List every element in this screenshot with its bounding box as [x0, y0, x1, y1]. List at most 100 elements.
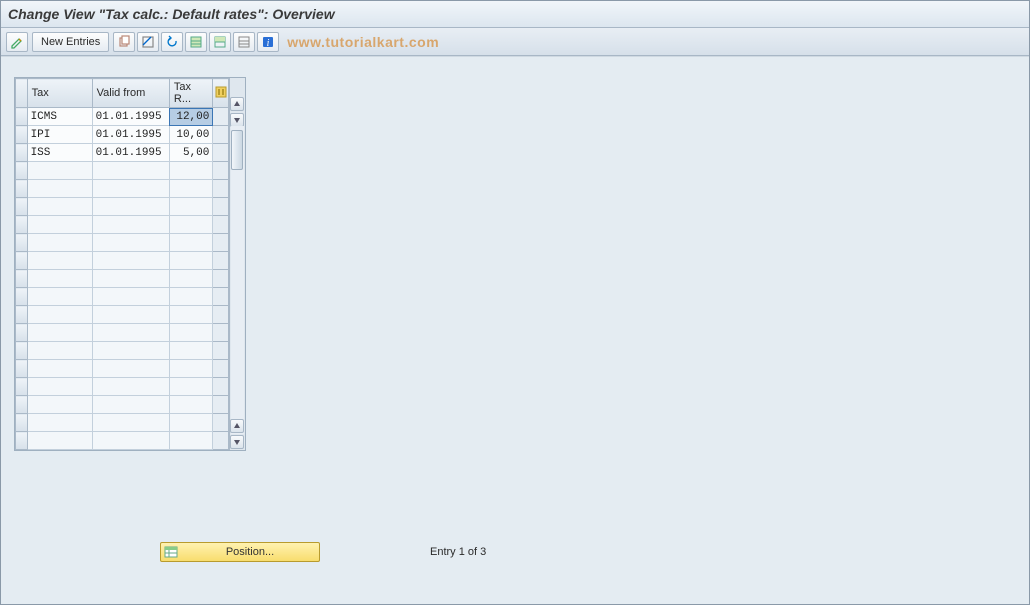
row-selector[interactable] — [16, 378, 28, 396]
table-row-empty[interactable] — [16, 432, 229, 450]
table-row[interactable]: ICMS01.01.199512,00 — [16, 108, 229, 126]
cell-empty[interactable] — [92, 162, 169, 180]
table-row-empty[interactable] — [16, 306, 229, 324]
table-row-empty[interactable] — [16, 270, 229, 288]
row-selector[interactable] — [16, 360, 28, 378]
cell-empty[interactable] — [27, 270, 92, 288]
new-entries-button[interactable]: New Entries — [32, 32, 109, 52]
cell-empty[interactable] — [27, 324, 92, 342]
cell-empty[interactable] — [92, 396, 169, 414]
table-row-empty[interactable] — [16, 324, 229, 342]
cell-empty[interactable] — [169, 432, 212, 450]
cell-empty[interactable] — [92, 216, 169, 234]
cell-empty[interactable] — [169, 252, 212, 270]
cell-empty[interactable] — [92, 198, 169, 216]
cell-valid-from[interactable]: 01.01.1995 — [92, 108, 169, 126]
cell-empty[interactable] — [92, 306, 169, 324]
table-row-empty[interactable] — [16, 414, 229, 432]
row-selector[interactable] — [16, 432, 28, 450]
table-row-empty[interactable] — [16, 360, 229, 378]
scroll-up-bottom-icon[interactable] — [230, 419, 244, 433]
row-selector[interactable] — [16, 198, 28, 216]
row-selector[interactable] — [16, 324, 28, 342]
cell-empty[interactable] — [27, 288, 92, 306]
deselect-all-icon[interactable] — [233, 32, 255, 52]
cell-empty[interactable] — [169, 180, 212, 198]
row-selector[interactable] — [16, 126, 28, 144]
cell-empty[interactable] — [27, 414, 92, 432]
cell-empty[interactable] — [27, 378, 92, 396]
cell-tax[interactable]: ICMS — [27, 108, 92, 126]
row-selector[interactable] — [16, 306, 28, 324]
table-row-empty[interactable] — [16, 216, 229, 234]
cell-empty[interactable] — [27, 306, 92, 324]
cell-empty[interactable] — [27, 216, 92, 234]
table-row-empty[interactable] — [16, 288, 229, 306]
row-selector[interactable] — [16, 180, 28, 198]
cell-empty[interactable] — [92, 432, 169, 450]
cell-empty[interactable] — [169, 234, 212, 252]
cell-empty[interactable] — [169, 360, 212, 378]
row-selector[interactable] — [16, 162, 28, 180]
table-row-empty[interactable] — [16, 162, 229, 180]
select-all-icon[interactable] — [185, 32, 207, 52]
cell-tax-rate[interactable]: 5,00 — [169, 144, 212, 162]
row-selector[interactable] — [16, 234, 28, 252]
cell-empty[interactable] — [27, 342, 92, 360]
row-selector[interactable] — [16, 108, 28, 126]
cell-tax-rate[interactable]: 10,00 — [169, 126, 212, 144]
table-row-empty[interactable] — [16, 342, 229, 360]
cell-valid-from[interactable]: 01.01.1995 — [92, 126, 169, 144]
cell-empty[interactable] — [27, 234, 92, 252]
column-header-tax-rate[interactable]: Tax R... — [169, 79, 212, 108]
table-row-empty[interactable] — [16, 252, 229, 270]
scroll-down-icon[interactable] — [230, 435, 244, 449]
row-selector[interactable] — [16, 252, 28, 270]
cell-empty[interactable] — [27, 252, 92, 270]
position-button[interactable]: Position... — [160, 542, 320, 562]
table-row-empty[interactable] — [16, 378, 229, 396]
cell-empty[interactable] — [92, 324, 169, 342]
row-selector[interactable] — [16, 414, 28, 432]
row-selector-header[interactable] — [16, 79, 28, 108]
cell-empty[interactable] — [92, 234, 169, 252]
cell-valid-from[interactable]: 01.01.1995 — [92, 144, 169, 162]
column-header-tax[interactable]: Tax — [27, 79, 92, 108]
cell-empty[interactable] — [27, 198, 92, 216]
cell-empty[interactable] — [27, 432, 92, 450]
cell-empty[interactable] — [169, 306, 212, 324]
row-selector[interactable] — [16, 288, 28, 306]
table-row-empty[interactable] — [16, 234, 229, 252]
cell-empty[interactable] — [92, 252, 169, 270]
row-selector[interactable] — [16, 270, 28, 288]
table-row[interactable]: ISS01.01.19955,00 — [16, 144, 229, 162]
cell-empty[interactable] — [27, 180, 92, 198]
cell-empty[interactable] — [169, 324, 212, 342]
cell-empty[interactable] — [169, 396, 212, 414]
scroll-thumb[interactable] — [231, 130, 243, 170]
column-header-valid-from[interactable]: Valid from — [92, 79, 169, 108]
toggle-change-icon[interactable] — [6, 32, 28, 52]
cell-empty[interactable] — [169, 342, 212, 360]
cell-empty[interactable] — [27, 162, 92, 180]
cell-empty[interactable] — [169, 216, 212, 234]
scroll-down-top-icon[interactable] — [230, 113, 244, 127]
cell-empty[interactable] — [169, 378, 212, 396]
cell-empty[interactable] — [169, 162, 212, 180]
cell-empty[interactable] — [92, 360, 169, 378]
cell-empty[interactable] — [92, 378, 169, 396]
delete-icon[interactable] — [137, 32, 159, 52]
cell-empty[interactable] — [92, 342, 169, 360]
cell-empty[interactable] — [169, 270, 212, 288]
cell-tax[interactable]: IPI — [27, 126, 92, 144]
cell-tax[interactable]: ISS — [27, 144, 92, 162]
table-row-empty[interactable] — [16, 180, 229, 198]
row-selector[interactable] — [16, 216, 28, 234]
cell-empty[interactable] — [169, 198, 212, 216]
table-row-empty[interactable] — [16, 396, 229, 414]
row-selector[interactable] — [16, 144, 28, 162]
select-block-icon[interactable] — [209, 32, 231, 52]
cell-empty[interactable] — [92, 180, 169, 198]
cell-empty[interactable] — [27, 396, 92, 414]
cell-tax-rate[interactable]: 12,00 — [169, 108, 212, 126]
